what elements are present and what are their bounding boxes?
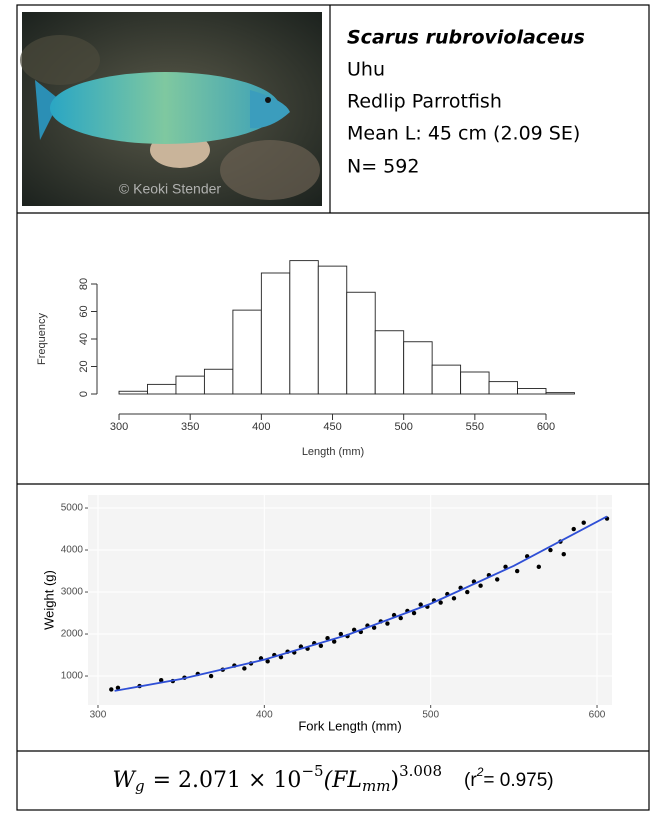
- x-tick-label: 300: [90, 710, 107, 721]
- x-tick-label: 450: [323, 421, 341, 433]
- data-point: [115, 685, 121, 690]
- histogram-bar: [545, 392, 575, 395]
- data-point: [318, 643, 324, 648]
- data-point: [411, 610, 417, 616]
- data-point: [385, 621, 390, 626]
- x-tick-label: 400: [256, 710, 273, 721]
- r-squared-sup: 2: [476, 765, 484, 779]
- data-point: [465, 589, 470, 595]
- data-point: [571, 526, 576, 532]
- histogram-bar: [431, 364, 462, 395]
- x-axis-label: Fork Length (mm): [298, 718, 401, 733]
- y-tick-label: 80: [78, 278, 90, 290]
- data-point: [495, 577, 500, 582]
- data-point: [242, 666, 247, 671]
- y-axis-label: Frequency: [36, 313, 48, 365]
- x-tick-label: 600: [537, 421, 555, 433]
- scientific-name: Scarus rubroviolaceus: [347, 27, 585, 49]
- formula-subscript: mm: [362, 777, 390, 795]
- r-squared-value: = 0.975): [483, 770, 553, 791]
- formula-paren: ): [390, 768, 399, 793]
- histogram-bar: [460, 371, 490, 395]
- sample-size: N= 592: [347, 156, 419, 178]
- x-tick-label: 600: [589, 710, 606, 721]
- data-point: [438, 600, 443, 605]
- histogram-bar: [346, 291, 376, 395]
- data-point: [325, 636, 330, 641]
- data-point: [338, 631, 344, 637]
- y-tick-label: 0: [78, 391, 90, 397]
- common-name: Redlip Parrotfish: [347, 91, 502, 113]
- histogram-bar: [517, 388, 547, 395]
- y-tick-label: 20: [78, 360, 90, 372]
- photo: © Keoki Stender: [20, 12, 322, 206]
- data-point: [351, 627, 357, 633]
- y-axis-label: Weight (g): [41, 570, 56, 630]
- formula-subscript: g: [135, 777, 145, 795]
- formula-variable: (FL: [324, 768, 362, 793]
- formula-exponent: −5: [301, 762, 323, 780]
- x-tick-label: 500: [422, 710, 439, 721]
- data-point: [398, 615, 403, 621]
- data-point: [514, 568, 520, 574]
- x-tick-label: 550: [466, 421, 484, 433]
- histogram-bar: [403, 341, 433, 395]
- data-point: [503, 564, 508, 570]
- histogram-bar: [488, 381, 518, 395]
- histogram-bar: [317, 265, 348, 395]
- data-point: [278, 654, 284, 660]
- data-point: [331, 639, 337, 644]
- mean-length: Mean L: 45 cm (2.09 SE): [347, 123, 580, 145]
- y-tick-label: 2000: [61, 629, 84, 640]
- histogram-bar: [118, 390, 148, 395]
- formula-coefficient: = 2.071 × 10: [153, 768, 302, 793]
- formula-symbol: W: [112, 768, 137, 793]
- data-point: [208, 673, 214, 679]
- histogram-bar: [175, 375, 205, 395]
- histogram-bar: [374, 330, 405, 395]
- fit-line: [114, 515, 608, 692]
- data-point: [265, 659, 270, 664]
- data-point: [561, 552, 566, 557]
- histogram-bar: [147, 383, 177, 395]
- y-tick-label: 4000: [61, 545, 84, 556]
- x-tick-label: 400: [252, 421, 270, 433]
- plot-panel: [88, 495, 612, 705]
- x-tick-label: 300: [110, 421, 128, 433]
- y-tick-label: 1000: [61, 671, 84, 682]
- data-point: [581, 520, 586, 525]
- y-tick-label: 5000: [61, 503, 84, 514]
- x-tick-label: 350: [181, 421, 199, 433]
- data-point: [158, 678, 164, 683]
- data-point: [536, 564, 542, 570]
- formula-power: 3.008: [399, 762, 442, 780]
- x-axis-label: Length (mm): [302, 446, 364, 458]
- data-point: [548, 547, 553, 553]
- data-point: [109, 687, 114, 692]
- y-tick-label: 40: [78, 333, 90, 345]
- data-point: [371, 625, 377, 630]
- table-border: [16, 4, 650, 811]
- histogram-bar: [203, 368, 234, 395]
- data-point: [451, 596, 457, 601]
- photo-credit: © Keoki Stender: [119, 181, 221, 197]
- histogram-bar: [232, 309, 262, 395]
- y-tick-label: 3000: [61, 587, 84, 598]
- histogram-bar: [289, 260, 319, 395]
- formula: Wg = 2.071 × 10−5(FLmm)3.008 (r2= 0.975): [112, 762, 553, 795]
- data-point: [478, 583, 483, 588]
- data-point: [418, 602, 423, 607]
- local-name: Uhu: [347, 59, 385, 81]
- histogram-bar: [260, 272, 291, 395]
- x-tick-label: 500: [394, 421, 412, 433]
- r-squared: (r: [464, 770, 477, 791]
- y-tick-label: 60: [78, 305, 90, 317]
